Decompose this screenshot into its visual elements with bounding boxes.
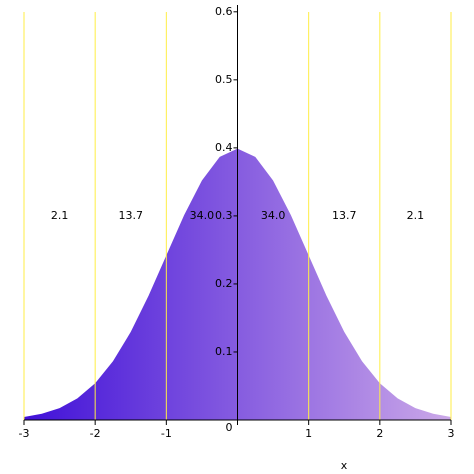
- x-tick-label: 2: [376, 427, 383, 440]
- x-tick-label: -3: [19, 427, 30, 440]
- y-tick-label: 0.5: [215, 73, 233, 86]
- y-tick-label: 0.1: [215, 345, 233, 358]
- annotation: 2.1: [407, 209, 425, 222]
- annotation: 34.0: [190, 209, 215, 222]
- x-tick-label: -2: [90, 427, 101, 440]
- y-tick-label: 0: [226, 421, 233, 434]
- y-tick-label: 0.6: [215, 5, 233, 18]
- annotation: 13.7: [332, 209, 357, 222]
- y-tick-label: 0.4: [215, 141, 233, 154]
- y-tick-label: 0.2: [215, 277, 233, 290]
- annotation: 13.7: [119, 209, 144, 222]
- annotation: 2.1: [51, 209, 69, 222]
- x-axis-label: x: [341, 459, 348, 472]
- x-tick-label: 3: [448, 427, 455, 440]
- y-tick-label: 0.3: [215, 209, 233, 222]
- x-tick-label: 1: [305, 427, 312, 440]
- annotation: 34.0: [261, 209, 286, 222]
- x-tick-label: -1: [161, 427, 172, 440]
